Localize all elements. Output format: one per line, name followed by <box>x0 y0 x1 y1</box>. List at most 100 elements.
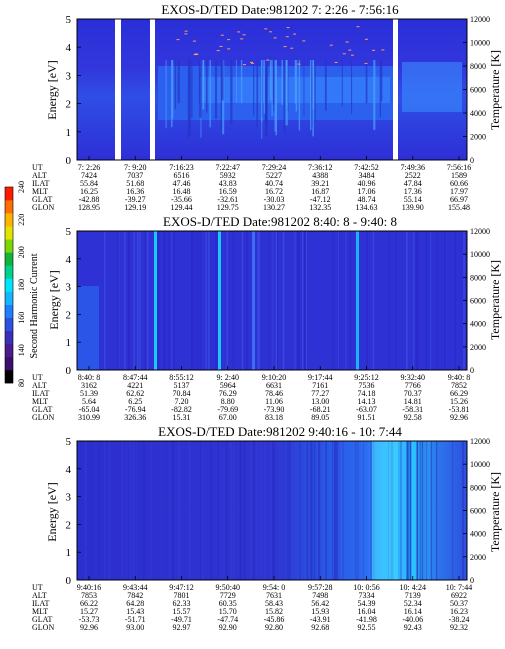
param-cell-glon: 128.95 <box>78 203 100 212</box>
param-cell-glat: -53.73 <box>79 615 100 624</box>
colorbar-swatch <box>5 317 13 332</box>
panel-1-dot <box>350 54 354 56</box>
panel-3-stripe <box>272 441 274 580</box>
param-cell-ilat: 60.35 <box>219 599 237 608</box>
panel-2-stripe <box>395 231 397 370</box>
y2-tick-label: 6000 <box>470 86 486 95</box>
panel-3-stripe <box>356 441 359 580</box>
panel-3-stripe <box>336 441 339 580</box>
y2-tick-label: 6000 <box>470 297 486 306</box>
param-cell-ilat: 70.84 <box>173 389 191 398</box>
panel-2-stripe <box>332 231 334 370</box>
y2-tick-label: 6000 <box>470 507 486 516</box>
panel-3-y2label: Temperature [K] <box>488 472 502 552</box>
panel-1-dot <box>364 38 368 40</box>
panel-1-axes: 0 1 2 3 4 5 0 2000 4000 6000 8000 10000 12000 <box>66 14 491 167</box>
panel-3-stripe <box>256 441 258 580</box>
panel-3-stripe <box>462 441 464 580</box>
param-cell-glat: -73.90 <box>264 405 285 414</box>
param-cell-glat: -58.31 <box>402 405 423 414</box>
panel-2-stripe <box>146 231 149 370</box>
param-cell-alt: 7139 <box>405 591 421 600</box>
panel-2-axes: 0 1 2 3 4 5 0 2000 4000 6000 8000 10000 12000 <box>66 226 491 377</box>
panel-1-dot <box>283 46 287 48</box>
panel-2-stripe <box>163 231 166 370</box>
param-cell-ilat: 43.83 <box>219 179 237 188</box>
param-cell-ilat: 66.22 <box>80 599 98 608</box>
param-cell-ut: 7:29:24 <box>262 163 286 172</box>
y2-tick-label: 2000 <box>470 343 486 352</box>
param-cell-ut: 8:40: 8 <box>78 373 100 382</box>
param-cell-glat: -76.94 <box>125 405 146 414</box>
colorbar-swatch <box>5 226 13 240</box>
param-cell-mlt: 15.57 <box>173 607 191 616</box>
panel-3-stripe <box>142 441 145 580</box>
param-cell-glat: -82.82 <box>171 405 192 414</box>
param-cell-alt: 7536 <box>359 381 375 390</box>
colorbar-swatches <box>5 187 13 384</box>
param-cell-ilat: 51.68 <box>126 179 144 188</box>
param-cell-ut: 9:50:40 <box>216 583 240 592</box>
panel-1-stripe <box>171 60 173 128</box>
param-cell-glon: 129.19 <box>124 203 146 212</box>
param-cell-ilat: 50.37 <box>450 599 468 608</box>
colorbar-swatch <box>5 369 13 384</box>
panel-2-stripe <box>139 231 141 370</box>
panel-2-stripe <box>196 231 198 370</box>
panel-2-stripe <box>272 231 274 370</box>
panel-2-stripe <box>454 231 456 370</box>
panel-1-dot <box>273 37 277 39</box>
param-cell-ilat: 40.96 <box>358 179 376 188</box>
y2-tick-label: 10000 <box>470 460 490 469</box>
panel-2-stripe <box>226 231 228 370</box>
param-cell-ut: 9: 2:40 <box>217 373 239 382</box>
param-cell-glat: -39.27 <box>125 195 146 204</box>
panel-1-data-gap-1 <box>115 19 121 160</box>
panel-1-dot <box>364 62 368 64</box>
colorbar-swatch <box>5 187 13 201</box>
param-cell-ilat: 47.84 <box>404 179 422 188</box>
panel-3-stripe <box>201 441 204 580</box>
panel-2-ylabel: Energy [eV] <box>47 270 61 329</box>
y-tick-label: 4 <box>66 42 72 54</box>
param-cell-glat: -53.81 <box>449 405 470 414</box>
param-cell-alt: 7498 <box>312 591 328 600</box>
panel-3-stripe <box>310 441 313 580</box>
panel-1-stripe <box>191 60 193 118</box>
param-cell-alt: 7729 <box>220 591 236 600</box>
param-cell-ut: 9:47:12 <box>169 583 193 592</box>
param-cell-ut: 9:43:44 <box>123 583 147 592</box>
param-cell-alt: 7766 <box>405 381 421 390</box>
panel-1-stripe <box>269 60 272 101</box>
panel-1-stripe <box>341 60 343 107</box>
panel-2-stripe <box>232 231 234 370</box>
panel-1-title: EXOS-D/TED Date:981202 7: 2:26 - 7:56:16 <box>161 2 399 17</box>
panel-3-stripe <box>426 441 428 580</box>
param-cell-ilat: 55.84 <box>80 179 98 188</box>
colorbar-swatch <box>5 265 13 279</box>
panel-3-stripe <box>319 441 322 580</box>
panel-2-stripe <box>417 231 419 370</box>
panel-1-stripe <box>253 60 255 116</box>
panel-1-stripe <box>285 60 288 126</box>
param-cell-glon: 67.00 <box>219 413 237 422</box>
panel-3-stripe <box>293 441 295 580</box>
panel-2-stripe <box>210 231 211 370</box>
param-cell-alt: 3162 <box>81 381 97 390</box>
colorbar-tick-label: 220 <box>17 214 26 226</box>
panel-1-dot <box>250 61 253 63</box>
param-row-label: ILAT <box>32 389 49 398</box>
param-cell-mlt: 16.25 <box>80 187 98 196</box>
panel-2: EXOS-D/TED Date:981202 8:40: 8 - 9:40: 8… <box>32 214 502 422</box>
param-cell-glat: -43.91 <box>310 615 331 624</box>
panel-1-dot <box>240 38 244 40</box>
param-cell-glat: 66.97 <box>450 195 468 204</box>
panel-3-stripes <box>84 441 464 580</box>
panel-3-stripe <box>370 441 372 580</box>
panel-1-dot <box>243 64 246 66</box>
colorbar-swatch <box>5 213 13 227</box>
param-cell-ilat: 51.39 <box>80 389 98 398</box>
param-cell-mlt: 6.25 <box>128 397 142 406</box>
panel-1-stripe <box>256 60 259 127</box>
panel-2-stripe <box>366 231 369 370</box>
